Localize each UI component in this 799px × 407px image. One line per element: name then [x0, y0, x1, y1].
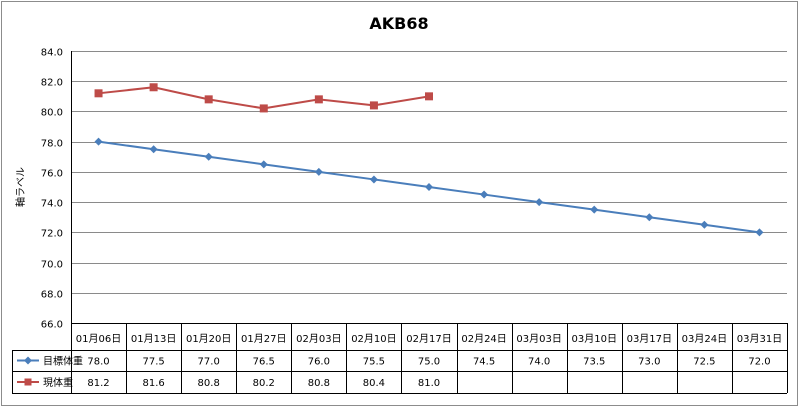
y-tick-label: 76.0 [41, 169, 63, 180]
y-tick-label: 70.0 [41, 260, 63, 271]
table-value-cell: 73.0 [638, 357, 660, 368]
y-tick-label: 68.0 [41, 290, 63, 301]
y-tick-label: 82.0 [41, 78, 63, 89]
y-tick-label: 80.0 [41, 108, 63, 119]
data-point [590, 205, 599, 214]
table-value-cell: 75.0 [418, 357, 440, 368]
table-value-cell: 77.0 [198, 357, 220, 368]
category-label: 03月31日 [737, 333, 782, 345]
table-value-cell: 73.5 [583, 357, 605, 368]
table-value-cell: 80.8 [198, 378, 220, 389]
category-label: 01月27日 [241, 333, 286, 345]
legend-key-marker [24, 356, 32, 365]
y-tick-label: 66.0 [41, 320, 63, 331]
data-point [259, 160, 268, 169]
chart-title: AKB68 [369, 14, 428, 33]
y-tick-label: 74.0 [41, 199, 63, 210]
table-value-cell: 76.0 [308, 357, 330, 368]
table-value-cell: 74.0 [528, 357, 550, 368]
category-label: 01月06日 [76, 333, 121, 345]
category-label: 02月17日 [406, 333, 451, 345]
y-tick-label: 84.0 [41, 48, 63, 59]
data-point [700, 220, 709, 229]
data-point [369, 101, 378, 110]
table-value-cell: 77.5 [142, 357, 164, 368]
category-label: 02月10日 [351, 333, 396, 345]
category-label: 03月10日 [572, 333, 617, 345]
table-value-cell: 72.0 [748, 357, 770, 368]
y-tick-label: 78.0 [41, 139, 63, 150]
data-point [149, 145, 158, 154]
data-point [535, 198, 544, 207]
data-point [480, 190, 489, 199]
data-point [755, 228, 764, 237]
data-point [314, 167, 323, 176]
table-value-cell: 81.2 [87, 378, 109, 389]
table-value-cell: 74.5 [473, 357, 495, 368]
table-value-cell: 80.4 [363, 378, 385, 389]
data-point [425, 183, 433, 191]
data-point [149, 83, 158, 92]
data-point [314, 95, 323, 104]
category-label: 02月03日 [296, 333, 341, 345]
table-value-cell: 76.5 [253, 357, 275, 368]
data-point [425, 92, 433, 101]
table-value-cell: 80.8 [308, 378, 330, 389]
category-label: 01月20日 [186, 333, 231, 345]
data-point [204, 152, 213, 161]
table-value-cell: 81.0 [418, 378, 440, 389]
category-label: 01月13日 [131, 333, 176, 345]
y-axis-label: 軸ラベル [14, 167, 27, 207]
table-value-cell: 72.5 [693, 357, 715, 368]
data-point [204, 95, 213, 104]
table-value-cell: 80.2 [253, 378, 275, 389]
data-point [94, 137, 103, 146]
legend-key-marker [24, 378, 32, 386]
category-label: 03月17日 [627, 333, 672, 345]
category-label: 03月03日 [516, 333, 561, 345]
data-point [369, 175, 378, 184]
y-tick-label: 72.0 [41, 229, 63, 240]
table-value-cell: 78.0 [87, 357, 109, 368]
table-value-cell: 75.5 [363, 357, 385, 368]
legend-series-name: 現体重 [43, 376, 73, 389]
table-value-cell: 81.6 [142, 378, 164, 389]
category-label: 02月24日 [461, 333, 506, 345]
data-point [94, 89, 103, 98]
data-point [645, 213, 654, 222]
data-point [259, 104, 268, 113]
category-label: 03月24日 [682, 333, 727, 345]
legend-series-name: 目標体重 [43, 355, 83, 368]
